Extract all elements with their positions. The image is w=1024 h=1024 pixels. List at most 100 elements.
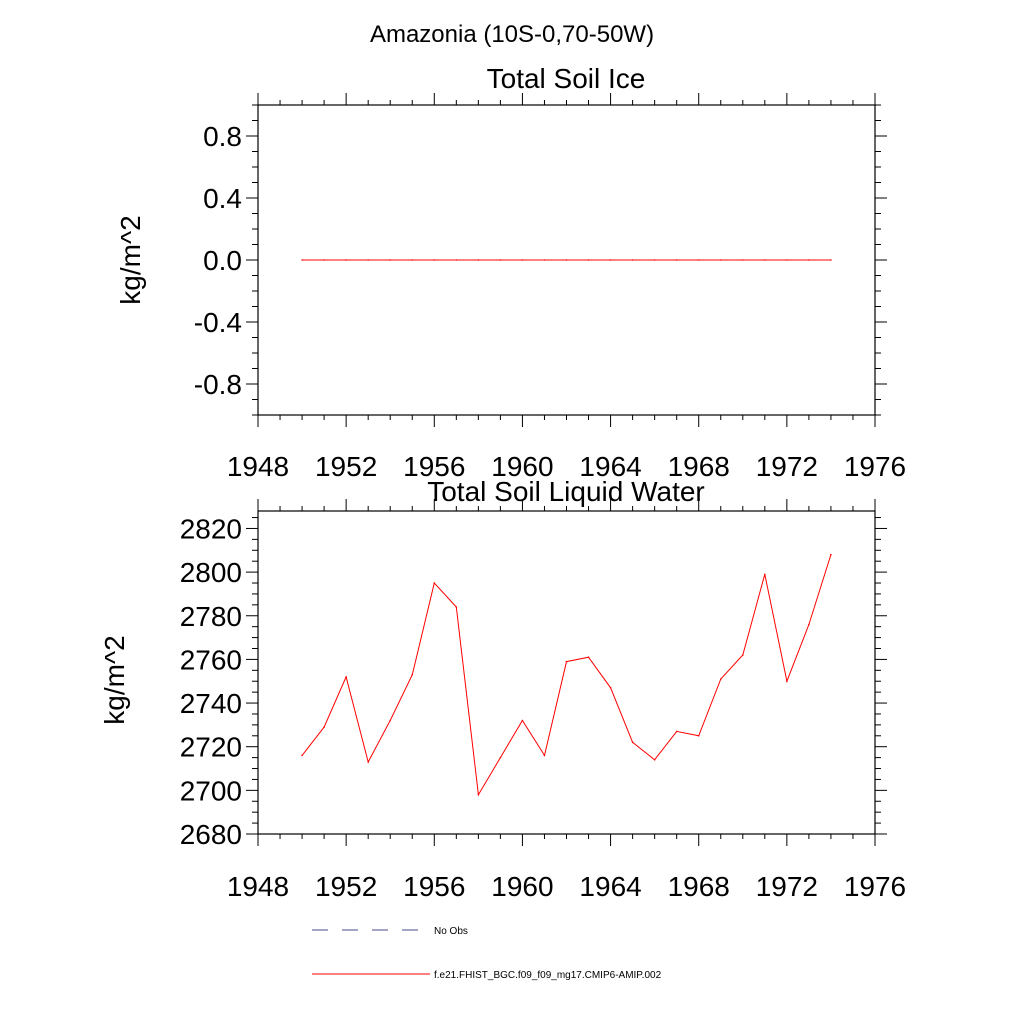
y-tick-label: 2760 [180, 644, 242, 675]
data-point [808, 623, 810, 626]
data-point [631, 741, 634, 744]
data-point [565, 259, 568, 261]
data-point [477, 259, 480, 261]
data-point [786, 259, 788, 261]
x-tick-label: 1956 [403, 871, 465, 902]
y-tick-label: 2800 [180, 557, 242, 588]
data-point [367, 761, 369, 763]
x-tick-label: 1956 [403, 451, 465, 482]
chart-title: Total Soil Ice [487, 63, 646, 94]
data-point [587, 656, 590, 659]
series-lines [301, 259, 832, 261]
data-point [565, 660, 568, 663]
series-line-0 [301, 554, 832, 797]
y-tick-label: 2680 [180, 819, 242, 850]
x-tick-label: 1976 [844, 451, 906, 482]
y-tick-label: 2720 [180, 732, 242, 763]
data-point [631, 259, 634, 261]
data-point [719, 678, 722, 680]
data-point [675, 259, 678, 261]
tick-marks [246, 93, 887, 427]
y-tick-labels: 0.8 0.4 0.0 -0.4 -0.8 [194, 121, 242, 400]
y-tick-label: 2700 [180, 775, 242, 806]
data-point [741, 259, 744, 261]
legend-label-model: f.e21.FHIST_BGC.f09_f09_mg17.CMIP6-AMIP.… [434, 970, 662, 981]
legend: No Obs f.e21.FHIST_BGC.f09_f09_mg17.CMIP… [312, 926, 662, 981]
x-tick-label: 1952 [315, 871, 377, 902]
data-point [323, 726, 325, 728]
data-point [786, 680, 788, 683]
x-tick-label: 1976 [844, 871, 906, 902]
x-tick-label: 1964 [579, 451, 641, 482]
data-point [301, 754, 303, 757]
x-tick-label: 1948 [227, 871, 289, 902]
data-point [830, 553, 832, 556]
plot-frame [257, 510, 876, 835]
data-point [323, 259, 325, 261]
tick-marks [246, 499, 887, 846]
x-tick-label: 1964 [579, 871, 641, 902]
panel-soil-ice: Total Soil Ice kg/m^2 0.80.40.0-0.4-0.8 … [115, 63, 906, 482]
data-point [411, 259, 414, 261]
data-point [411, 673, 414, 676]
data-point [764, 573, 766, 576]
data-point [477, 793, 480, 796]
data-point [609, 259, 612, 261]
data-point [521, 259, 524, 261]
chart-title: Total Soil Liquid Water [427, 476, 705, 507]
data-point [543, 259, 546, 261]
data-point [499, 259, 502, 261]
data-point [697, 734, 700, 737]
data-point [543, 754, 546, 757]
data-point [499, 756, 502, 759]
data-point [653, 259, 656, 261]
data-point [830, 259, 832, 261]
y-tick-label: 2820 [180, 513, 242, 544]
data-point [455, 606, 458, 608]
data-point [675, 730, 678, 733]
data-point [521, 719, 524, 722]
legend-label-no-obs: No Obs [434, 926, 468, 937]
y-tick-label: 2780 [180, 601, 242, 632]
y-axis-label: kg/m^2 [99, 635, 130, 724]
data-point [764, 259, 766, 261]
x-tick-label: 1972 [756, 871, 818, 902]
y-tick-label: 0.0 [203, 245, 242, 276]
page-title: Amazonia (10S-0,70-50W) [370, 21, 654, 48]
x-tick-label: 1960 [491, 451, 553, 482]
x-tick-label: 1972 [756, 451, 818, 482]
x-tick-label: 1952 [315, 451, 377, 482]
data-point [345, 676, 347, 678]
data-point [433, 582, 436, 584]
data-point [433, 259, 436, 261]
x-tick-label: 1948 [227, 451, 289, 482]
panel-soil-liquid-water: Total Soil Liquid Water kg/m^2 282028002… [99, 476, 906, 902]
y-tick-label: 2740 [180, 688, 242, 719]
data-point [609, 686, 612, 689]
x-tick-labels: 1948 1952 1956 1960 1964 1968 1972 1976 [227, 871, 906, 902]
data-point [653, 758, 656, 761]
x-tick-label: 1968 [668, 451, 730, 482]
data-point [389, 259, 392, 261]
data-point [367, 259, 369, 261]
y-tick-label: -0.8 [194, 369, 242, 400]
y-tick-label: 0.4 [203, 183, 242, 214]
data-point [301, 259, 303, 261]
series-lines [301, 553, 832, 797]
y-axis-label: kg/m^2 [115, 215, 146, 304]
data-point [741, 654, 744, 656]
y-tick-labels: 2820 2800 2780 2760 2740 2720 2700 2680 [180, 513, 242, 850]
data-point [587, 259, 590, 261]
data-point [345, 259, 347, 261]
x-tick-label: 1968 [668, 871, 730, 902]
y-tick-label: -0.4 [194, 307, 242, 338]
y-tick-label: 0.8 [203, 121, 242, 152]
data-point [808, 259, 810, 261]
data-point [697, 259, 700, 261]
data-point [389, 719, 392, 722]
data-point [455, 259, 458, 261]
x-tick-label: 1960 [491, 871, 553, 902]
x-tick-labels: 1948 1952 1956 1960 1964 1968 1972 1976 [227, 451, 906, 482]
data-point [719, 259, 722, 261]
